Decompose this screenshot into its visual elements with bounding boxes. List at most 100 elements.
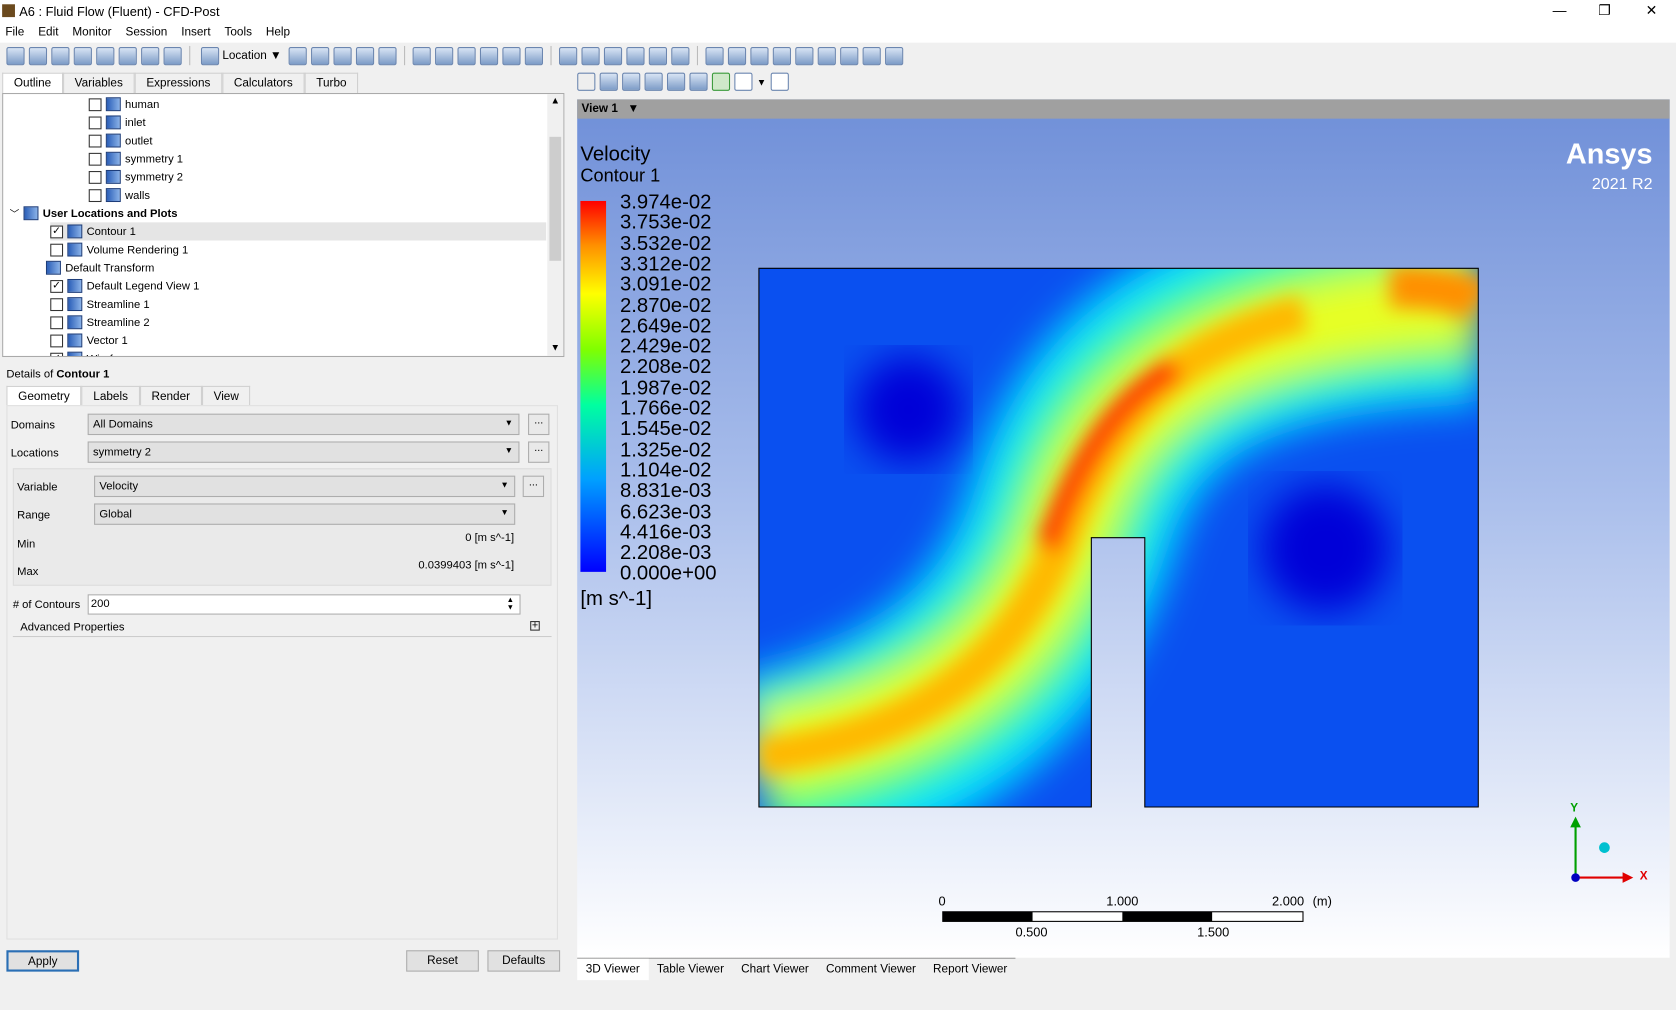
- function-calculator-icon[interactable]: [795, 46, 814, 65]
- chevron-down-icon[interactable]: ▼: [756, 76, 767, 88]
- instance-transform-icon[interactable]: [480, 46, 499, 65]
- scroll-thumb[interactable]: [549, 136, 562, 261]
- chart-icon[interactable]: [626, 46, 646, 65]
- select-icon[interactable]: [577, 72, 596, 91]
- comment-icon[interactable]: [649, 46, 668, 65]
- coordinate-frame-icon[interactable]: [435, 46, 454, 65]
- variable-icon[interactable]: [559, 46, 578, 65]
- help-icon[interactable]: [770, 72, 789, 91]
- menu-tools[interactable]: Tools: [224, 25, 252, 39]
- tab-turbo[interactable]: Turbo: [304, 72, 359, 93]
- tab-chart-viewer[interactable]: Chart Viewer: [741, 963, 809, 976]
- tree-item[interactable]: inlet: [88, 113, 146, 131]
- tree-item[interactable]: Volume Rendering 1: [50, 241, 188, 259]
- scroll-down-icon[interactable]: ▼: [550, 342, 561, 353]
- menu-session[interactable]: Session: [125, 25, 168, 39]
- expression-icon[interactable]: [581, 46, 601, 65]
- tree-item[interactable]: ✓ Contour 1: [50, 222, 547, 241]
- visibility-checkbox[interactable]: [88, 115, 102, 129]
- refresh-icon[interactable]: [96, 46, 115, 65]
- 3d-viewer[interactable]: Velocity Contour 1 3.974e-02 3.753e-02 3.5…: [577, 99, 1670, 958]
- zoom-icon[interactable]: [644, 72, 663, 91]
- rotate-icon[interactable]: [599, 72, 618, 91]
- vector-icon[interactable]: [289, 46, 308, 65]
- visibility-checkbox[interactable]: ✓: [50, 225, 64, 238]
- load-results-icon[interactable]: [28, 46, 48, 65]
- tree-item[interactable]: symmetry 2: [88, 168, 183, 186]
- animation-icon[interactable]: [728, 46, 747, 65]
- tree-item[interactable]: human: [88, 95, 159, 113]
- redo-icon[interactable]: [163, 46, 182, 65]
- visibility-checkbox[interactable]: [88, 152, 102, 166]
- contours-spinbox[interactable]: 200: [87, 594, 521, 615]
- domains-select[interactable]: All Domains: [87, 413, 520, 436]
- tree-item[interactable]: walls: [88, 186, 150, 204]
- menu-monitor[interactable]: Monitor: [72, 25, 112, 39]
- timestep-icon[interactable]: [705, 46, 725, 65]
- minimize-button[interactable]: —: [1552, 2, 1567, 19]
- tree-group[interactable]: ﹀ User Locations and Plots: [10, 204, 178, 222]
- menu-help[interactable]: Help: [265, 25, 291, 39]
- tab-table-viewer[interactable]: Table Viewer: [656, 963, 724, 976]
- particle-track-icon[interactable]: [356, 46, 375, 65]
- close-results-icon[interactable]: [51, 46, 70, 65]
- highlight-icon[interactable]: [711, 72, 731, 91]
- text-icon[interactable]: [413, 46, 432, 65]
- tree-item[interactable]: ✓ Default Legend View 1: [50, 277, 199, 295]
- tab-labels[interactable]: Labels: [81, 385, 140, 407]
- mesh-calculator-icon[interactable]: [840, 46, 859, 65]
- tree-item[interactable]: Streamline 2: [50, 313, 150, 331]
- tree-item[interactable]: ✓ Wireframe: [50, 350, 138, 356]
- location-button[interactable]: Location ▼: [198, 46, 285, 65]
- outline-scrollbar[interactable]: ▲ ▼: [547, 94, 564, 356]
- locations-select[interactable]: symmetry 2: [87, 441, 520, 463]
- menu-edit[interactable]: Edit: [38, 25, 59, 39]
- visibility-checkbox[interactable]: [88, 97, 102, 111]
- advanced-properties[interactable]: Advanced Properties: [20, 621, 125, 634]
- save-state-icon[interactable]: [73, 46, 92, 65]
- load-state-icon[interactable]: [6, 46, 25, 65]
- visibility-checkbox[interactable]: [88, 170, 102, 184]
- collapse-chevron-icon[interactable]: ﹀: [9, 208, 20, 220]
- reset-button[interactable]: Reset: [406, 950, 479, 972]
- fit-view-icon[interactable]: [689, 72, 708, 91]
- tab-variables[interactable]: Variables: [62, 72, 135, 93]
- probe-icon[interactable]: [773, 46, 792, 65]
- menu-insert[interactable]: Insert: [181, 25, 211, 39]
- tree-item[interactable]: Streamline 1: [50, 295, 150, 313]
- locations-more-button[interactable]: ...: [528, 441, 550, 463]
- color-map-icon[interactable]: [525, 46, 544, 65]
- tree-item[interactable]: Default Transform: [45, 259, 154, 277]
- tab-outline[interactable]: Outline: [2, 72, 63, 93]
- visibility-checkbox[interactable]: [50, 243, 64, 257]
- tab-3d-viewer[interactable]: 3D Viewer: [577, 958, 649, 981]
- visibility-checkbox[interactable]: [50, 297, 64, 311]
- save-picture-icon[interactable]: [118, 46, 137, 65]
- visibility-checkbox[interactable]: ✓: [50, 352, 64, 356]
- streamline-icon[interactable]: [334, 46, 353, 65]
- undo-icon[interactable]: [141, 46, 160, 65]
- macro-calculator-icon[interactable]: [818, 46, 837, 65]
- variable-more-button[interactable]: ...: [522, 475, 545, 498]
- clip-plane-icon[interactable]: [502, 46, 522, 65]
- close-button[interactable]: ✕: [1645, 2, 1658, 19]
- domains-more-button[interactable]: ...: [528, 413, 550, 436]
- restore-button[interactable]: ❐: [1598, 2, 1611, 19]
- tab-expressions[interactable]: Expressions: [134, 72, 223, 93]
- table-icon[interactable]: [604, 46, 623, 65]
- tab-view[interactable]: View: [201, 385, 251, 407]
- viewport-layout-icon[interactable]: [734, 72, 753, 91]
- tab-geometry[interactable]: Geometry: [6, 385, 82, 407]
- case-comparison-icon[interactable]: [863, 46, 882, 65]
- visibility-checkbox[interactable]: [50, 315, 64, 329]
- view-selector[interactable]: View 1 ▼: [577, 99, 1670, 119]
- visibility-checkbox[interactable]: [88, 134, 102, 147]
- expand-icon[interactable]: +: [530, 619, 540, 632]
- pan-icon[interactable]: [622, 72, 641, 91]
- quick-editor-icon[interactable]: [750, 46, 770, 65]
- contour-icon[interactable]: [311, 46, 330, 65]
- defaults-button[interactable]: Defaults: [487, 950, 561, 972]
- figure-icon[interactable]: [671, 46, 690, 65]
- command-editor-icon[interactable]: [885, 46, 904, 65]
- variable-select[interactable]: Velocity: [94, 475, 516, 498]
